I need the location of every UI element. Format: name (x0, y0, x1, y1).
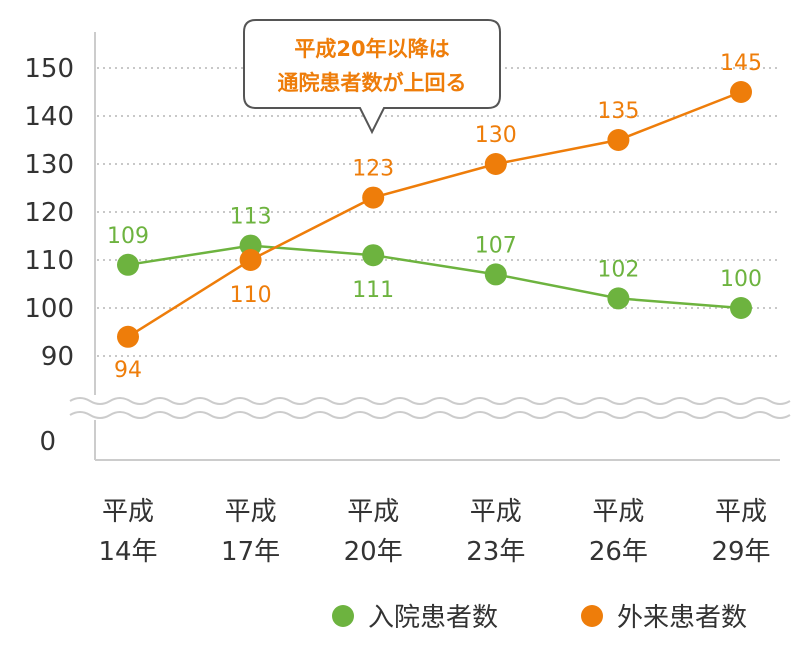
data-label: 130 (475, 123, 517, 148)
data-point (607, 129, 630, 151)
callout-line-1: 平成20年以降は (294, 37, 449, 61)
series-line-0 (127, 244, 742, 310)
y-tick-label-zero: 0 (39, 427, 56, 457)
data-label: 100 (720, 267, 762, 292)
data-label: 107 (475, 233, 517, 258)
data-point (362, 244, 385, 267)
data-label: 109 (107, 224, 149, 249)
break-wave-bottom (69, 411, 791, 419)
data-point (484, 153, 507, 175)
legend-marker-outpatient (581, 605, 603, 627)
legend-marker-inpatient (332, 605, 354, 627)
x-tick-label: 平成 26年 (589, 497, 648, 567)
data-point (117, 325, 139, 348)
y-tick-label: 150 (24, 54, 74, 84)
y-tick-labels: 150 140 130 120 110 100 90 0 (24, 54, 74, 457)
legend-label-inpatient: 入院患者数 (368, 603, 498, 633)
data-label: 135 (597, 99, 639, 124)
y-tick-label: 110 (24, 246, 74, 276)
data-point (117, 253, 139, 276)
callout-bubble (243, 19, 501, 135)
series-line-1 (127, 90, 742, 338)
callout-line-2: 通院患者数が上回る (278, 71, 467, 95)
series-lines (127, 90, 742, 338)
data-label: 94 (114, 358, 142, 383)
gridlines (97, 67, 778, 357)
data-label: 111 (352, 278, 394, 303)
data-label: 102 (597, 257, 639, 282)
data-label: 123 (352, 157, 394, 182)
data-point (484, 263, 507, 286)
series-points (117, 81, 752, 348)
x-tick-label: 平成 14年 (98, 497, 157, 567)
y-tick-label: 120 (24, 198, 74, 228)
x-tick-label: 平成 20年 (344, 497, 403, 567)
x-tick-labels: 平成 14年 平成 17年 平成 20年 平成 23年 平成 26年 平成 29年 (98, 497, 770, 567)
data-point (730, 81, 752, 103)
data-point (362, 186, 385, 209)
legend: 入院患者数 外来患者数 (332, 603, 747, 633)
data-point (730, 297, 752, 319)
y-tick-label: 130 (24, 150, 74, 180)
x-tick-label: 平成 23年 (466, 497, 525, 567)
data-label: 110 (230, 283, 272, 308)
break-wave-top (69, 397, 791, 405)
data-labels: 109 113 111 107 102 100 94 110 123 130 135 145 (107, 51, 762, 383)
axis-break (60, 396, 800, 420)
y-tick-label: 100 (24, 294, 74, 324)
data-label: 145 (720, 51, 762, 76)
axes (94, 32, 780, 461)
data-point (607, 287, 630, 310)
legend-label-outpatient: 外来患者数 (617, 603, 747, 633)
callout: 平成20年以降は 通院患者数が上回る (243, 19, 501, 135)
data-point (239, 249, 262, 271)
y-tick-label: 140 (24, 102, 74, 132)
y-tick-label: 90 (41, 342, 74, 372)
x-tick-label: 平成 29年 (711, 497, 770, 567)
data-label: 113 (230, 205, 272, 230)
x-tick-label: 平成 17年 (221, 497, 280, 567)
